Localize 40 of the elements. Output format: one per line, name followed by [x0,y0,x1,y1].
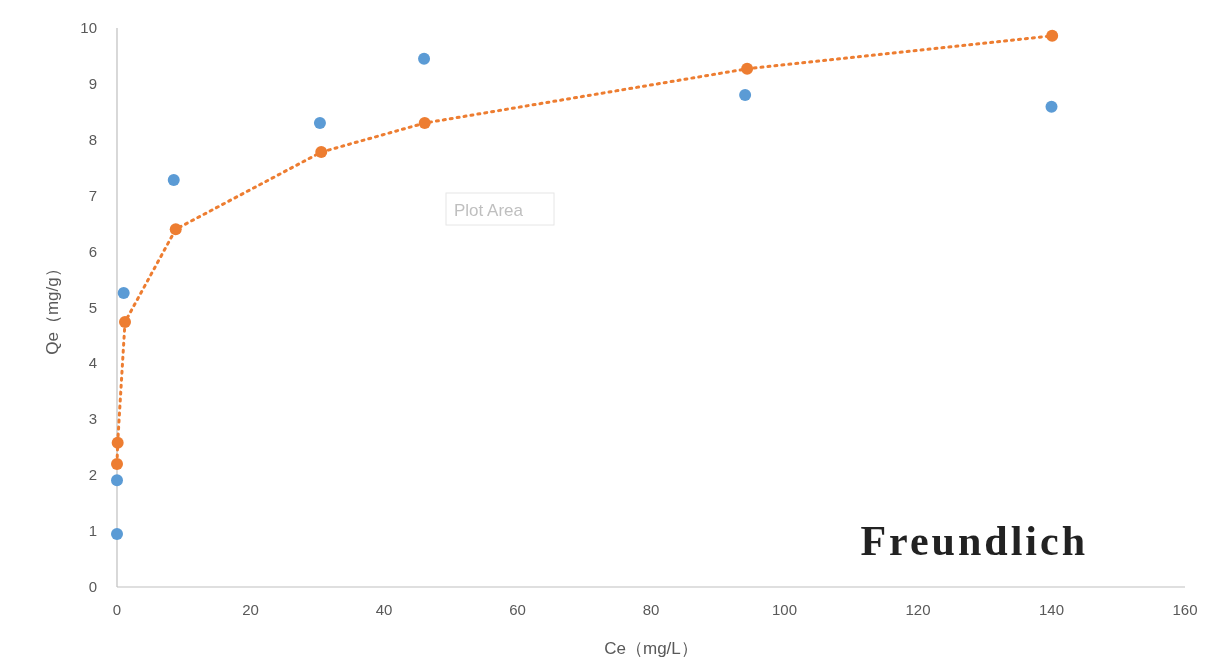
y-tick-label: 10 [80,19,97,36]
y-tick-label: 7 [88,186,97,204]
point [1045,100,1058,113]
x-tick-label: 0 [112,601,122,618]
y-tick-label: 3 [88,410,97,428]
y-axis-title: Qe（mg/g） [43,260,62,355]
x-tick-label: 20 [242,601,259,618]
annotation: Freundlich [860,518,1088,564]
y-tick-label: 1 [88,522,97,540]
point [315,146,328,159]
point [119,316,132,329]
x-tick-label: 100 [771,601,798,618]
point [167,174,180,187]
x-tick-label: 160 [1172,601,1198,618]
x-tick-label: 60 [509,601,526,618]
point [313,117,326,130]
point [418,117,431,130]
y-tick-label: 0 [88,578,97,595]
x-tick-label: 120 [905,601,931,618]
point [418,52,431,65]
y-tick-label: 5 [88,298,97,316]
y-tick-label: 6 [88,242,97,260]
x-tick-label: 80 [642,601,660,618]
x-tick-label: 40 [375,601,393,618]
y-tick-label: 2 [88,466,97,484]
x-axis-title: Ce（mg/L） [604,639,698,658]
y-tick-label: 4 [88,354,97,372]
point [111,527,123,540]
y-tick-label: 9 [88,74,97,92]
point [111,458,123,471]
y-tick-label: 8 [88,130,97,148]
point [739,89,752,102]
x-tick-label: 140 [1038,601,1065,618]
annotation: Plot Area [454,201,524,220]
point [741,62,754,75]
point [111,436,124,449]
point [111,474,123,487]
point [169,223,182,236]
point [1046,29,1059,42]
point [117,286,130,299]
